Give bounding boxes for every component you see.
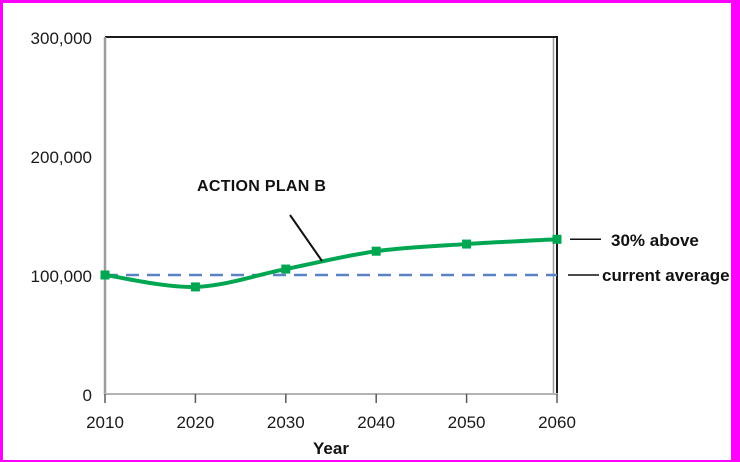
x-tick-label: 2040 — [357, 413, 396, 432]
x-axis-title: Year — [313, 439, 349, 458]
data-point-marker — [281, 264, 291, 274]
annotation-current-average: current average — [602, 266, 730, 285]
data-point-marker — [552, 234, 562, 244]
data-point-marker — [100, 270, 110, 280]
y-tick-label: 300,000 — [30, 29, 92, 48]
x-tick-label: 2060 — [538, 413, 576, 432]
x-tick-label: 2050 — [447, 413, 486, 432]
annotation-30-percent-above: 30% above — [611, 231, 699, 250]
data-point-marker — [371, 246, 381, 256]
action-plan-leader-line — [289, 214, 323, 262]
x-tick-label: 2020 — [176, 413, 215, 432]
y-tick-label: 0 — [82, 386, 92, 405]
x-tick-label: 2030 — [266, 413, 305, 432]
series-line-action-plan-b — [103, 237, 559, 289]
y-tick-label: 100,000 — [30, 267, 92, 286]
data-point-marker — [462, 239, 472, 249]
x-tick-label: 2010 — [86, 413, 124, 432]
data-point-marker — [190, 282, 200, 292]
y-tick-label: 200,000 — [30, 148, 92, 167]
annotation-action-plan-b: ACTION PLAN B — [197, 178, 327, 195]
